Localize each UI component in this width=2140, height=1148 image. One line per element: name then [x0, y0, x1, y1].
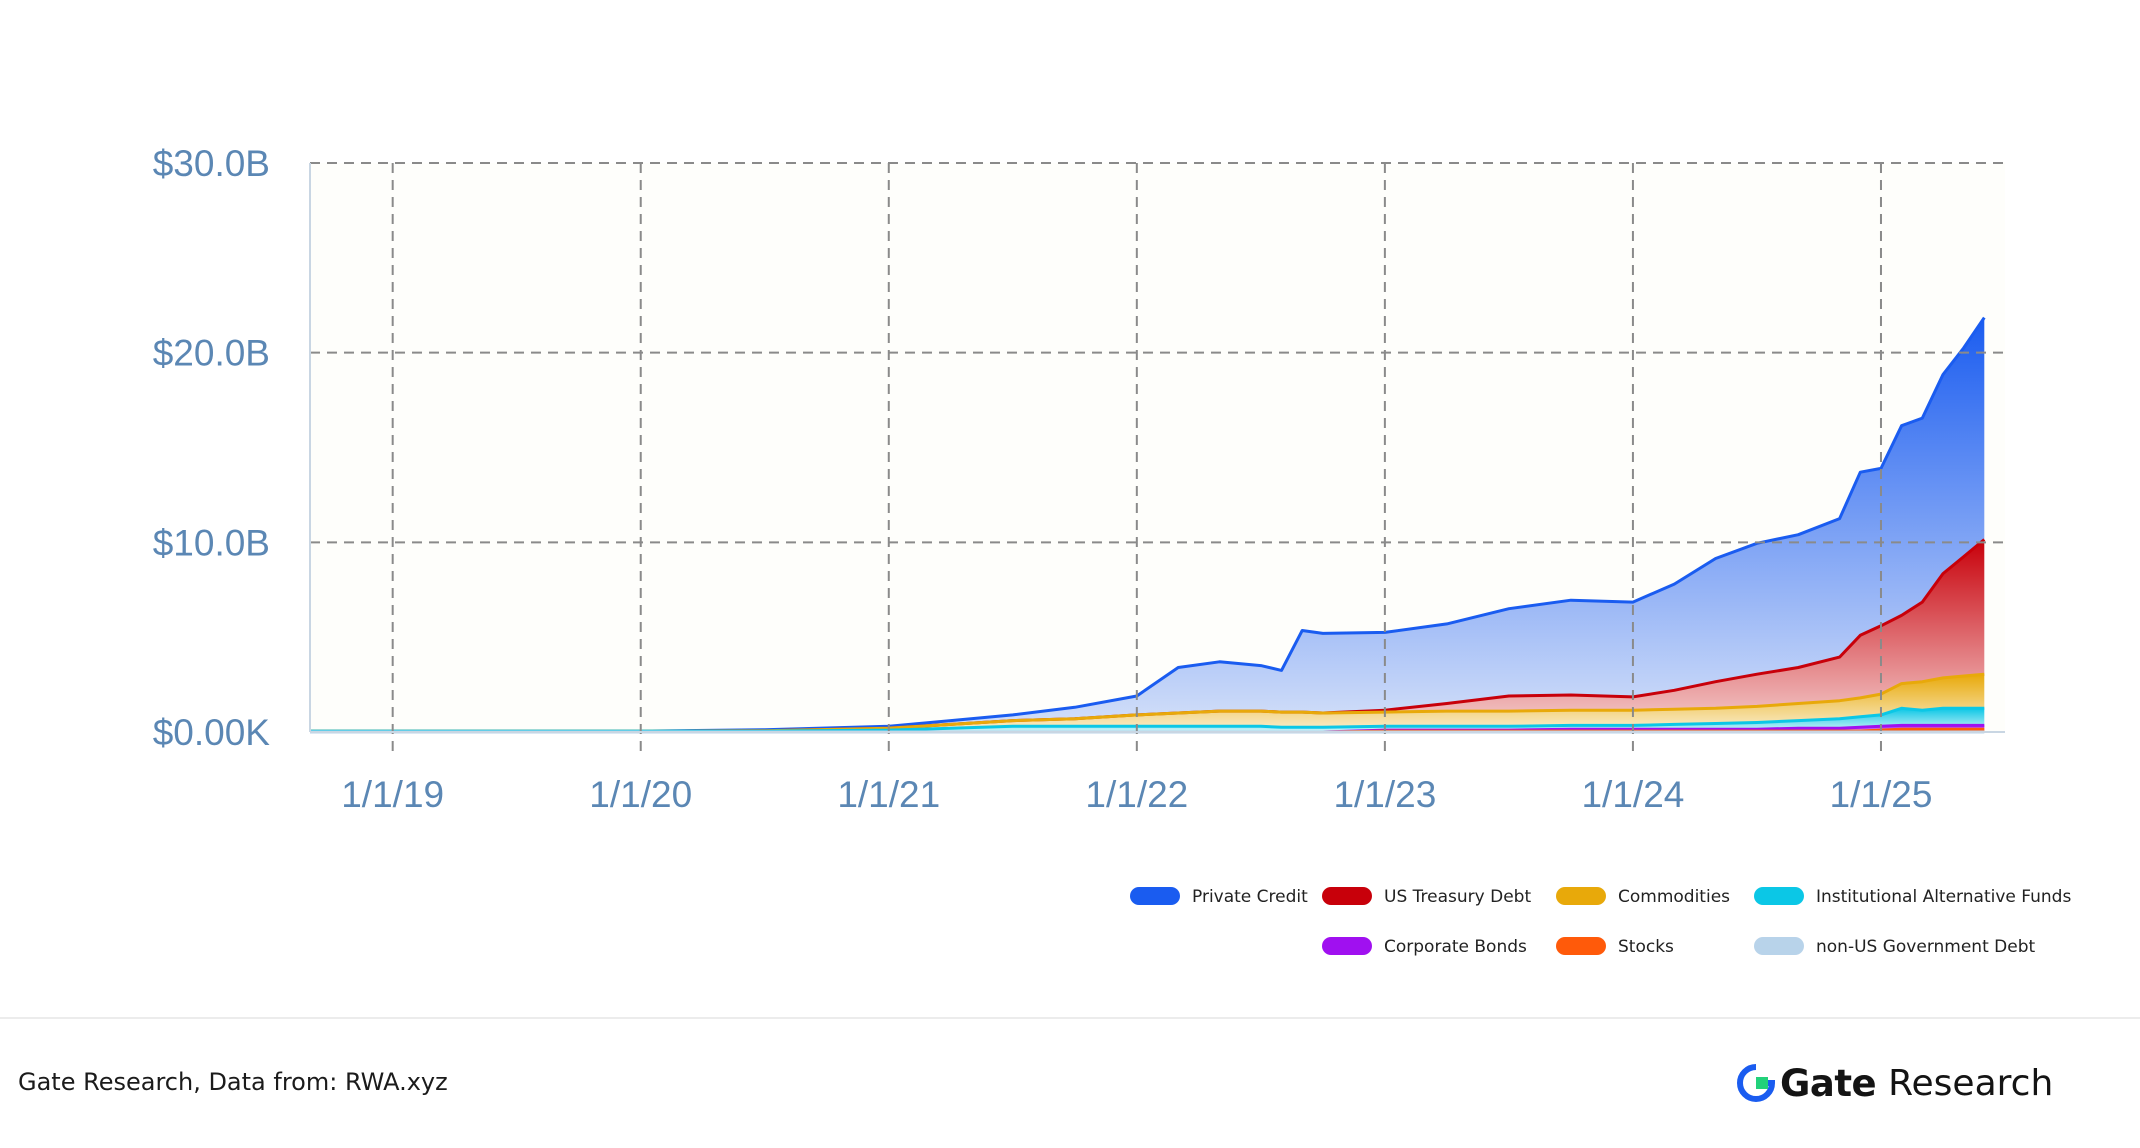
area-private-credit [310, 317, 1985, 732]
legend-label: Commodities [1618, 887, 1730, 907]
legend-swatch [1130, 887, 1180, 905]
legend-item-institutional-alternative-funds[interactable]: Institutional Alternative Funds [1754, 887, 2071, 907]
brand-name: Gate [1780, 1061, 1877, 1105]
legend-label: Institutional Alternative Funds [1816, 887, 2071, 907]
legend-item-us-treasury-debt[interactable]: US Treasury Debt [1322, 887, 1531, 907]
legend-label: Stocks [1618, 937, 1674, 957]
legend-swatch [1322, 937, 1372, 955]
area-commodities [310, 674, 1985, 732]
y-tick-label: $0.00K [153, 712, 271, 753]
legend-swatch [1754, 937, 1804, 955]
gate-logo-icon [1737, 1064, 1776, 1102]
x-tick-label: 1/1/23 [1333, 774, 1436, 815]
y-tick-label: $30.0B [153, 143, 270, 184]
line-private-credit [310, 316, 1986, 733]
legend-label: US Treasury Debt [1384, 887, 1531, 907]
legend: Private Credit US Treasury Debt Commoditie… [1130, 887, 2071, 957]
legend-item-stocks[interactable]: Stocks [1556, 937, 1674, 957]
y-tick-label: $20.0B [153, 333, 270, 374]
x-tick-label: 1/1/24 [1581, 774, 1684, 815]
x-tick-label: 1/1/19 [341, 774, 444, 815]
legend-label: non-US Government Debt [1816, 937, 2035, 957]
x-tick-label: 1/1/21 [837, 774, 940, 815]
legend-label: Corporate Bonds [1384, 937, 1527, 957]
grid-lines [310, 162, 2005, 754]
legend-swatch [1322, 887, 1372, 905]
legend-label: Private Credit [1192, 887, 1308, 907]
legend-swatch [1556, 887, 1606, 905]
legend-swatch [1556, 937, 1606, 955]
x-tick-label: 1/1/22 [1085, 774, 1188, 815]
x-tick-label: 1/1/20 [589, 774, 692, 815]
source-note: Gate Research, Data from: RWA.xyz [18, 1068, 448, 1096]
legend-item-non-us-government-debt[interactable]: non-US Government Debt [1754, 937, 2035, 957]
axes: $0.00K $10.0B $20.0B $30.0B 1/1/19 1/1/20 1/1/… [153, 143, 2005, 815]
x-tick-label: 1/1/25 [1830, 774, 1933, 815]
legend-item-corporate-bonds[interactable]: Corporate Bonds [1322, 937, 1527, 957]
footer-divider [0, 1017, 2140, 1019]
legend-item-commodities[interactable]: Commodities [1556, 887, 1730, 907]
brand-subtitle: Research [1888, 1062, 2054, 1104]
brand-logo: Gate Research [1736, 1058, 2053, 1108]
y-tick-label: $10.0B [153, 522, 270, 563]
legend-item-private-credit[interactable]: Private Credit [1130, 887, 1308, 907]
legend-swatch [1754, 887, 1804, 905]
